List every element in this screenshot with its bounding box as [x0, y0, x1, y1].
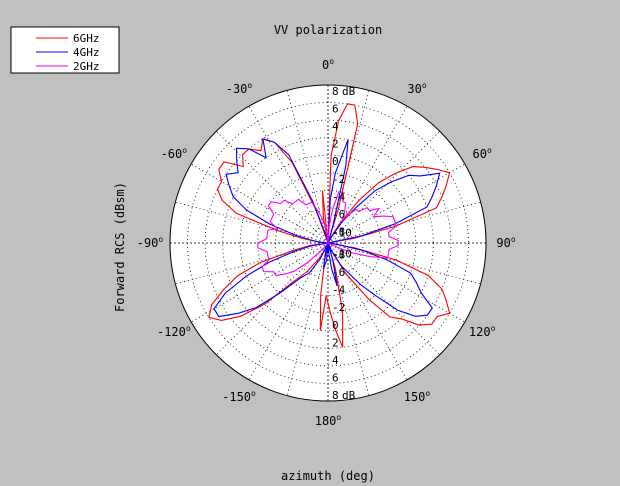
r-tick-label: 4: [332, 354, 339, 367]
angle-tick-label: -120o: [157, 324, 191, 339]
legend-box: [10, 26, 120, 74]
r-unit-label: dB: [342, 85, 356, 98]
angle-tick-label: 90o: [496, 235, 515, 250]
x-axis-label: azimuth (deg): [281, 469, 375, 483]
angle-tick-label: 60o: [473, 146, 492, 161]
series-line-2ghz: [257, 190, 399, 277]
chart-title: VV polarization: [274, 23, 382, 37]
series-line-4ghz: [213, 138, 441, 318]
r-tick-label: -6: [332, 266, 345, 279]
grid-ring: [204, 119, 452, 367]
grid-ring: [292, 207, 364, 279]
grid-ring: [239, 154, 417, 332]
angle-tick-label: -90o: [137, 235, 164, 250]
r-tick-label: -8: [332, 249, 345, 262]
angle-tick-label: 180o: [315, 413, 342, 428]
r-tick-label: -4: [332, 190, 346, 203]
legend-label-4ghz: 4GHz: [73, 46, 100, 59]
r-tick-label: 6: [332, 371, 339, 384]
y-axis-label: Forward RCS (dBsm): [113, 182, 127, 312]
angle-tick-label: 0o: [322, 57, 334, 72]
r-tick-label: -8: [332, 225, 345, 238]
angle-tick-label: -150o: [222, 389, 256, 404]
r-tick-label: 2: [332, 336, 339, 349]
r-tick-label: 0: [332, 319, 339, 332]
r-tick-label: 8: [332, 85, 339, 98]
polar-grid: [170, 85, 486, 401]
angle-tick-label: 150o: [404, 389, 431, 404]
r-tick-label: 6: [332, 103, 339, 116]
r-unit-label: dB: [342, 389, 356, 402]
r-tick-label: 4: [332, 120, 339, 133]
angle-tick-labels: 0o30o60o90o120o150o180o-150o-120o-90o-60…: [137, 57, 516, 428]
legend-label-6ghz: 6GHz: [73, 32, 100, 45]
r-tick-label: -10: [332, 226, 352, 239]
angle-tick-label: -30o: [226, 81, 253, 96]
angle-tick-label: 30o: [407, 81, 426, 96]
angle-tick-label: -60o: [161, 146, 188, 161]
series-line-6ghz: [208, 103, 451, 348]
legend-label-2ghz: 2GHz: [73, 60, 100, 73]
r-tick-label: 8: [332, 389, 339, 402]
r-tick-label: -2: [332, 301, 345, 314]
series-layer: [208, 103, 451, 348]
r-tick-label: -10: [332, 248, 352, 261]
r-tick-label: -2: [332, 173, 345, 186]
angle-tick-label: 120o: [469, 324, 496, 339]
r-tick-label: 2: [332, 138, 339, 151]
r-tick-label: -4: [332, 284, 346, 297]
legend: 6GHz 4GHz 2GHz: [10, 26, 120, 74]
r-tick-label: -6: [332, 208, 345, 221]
r-tick-label: 0: [332, 155, 339, 168]
